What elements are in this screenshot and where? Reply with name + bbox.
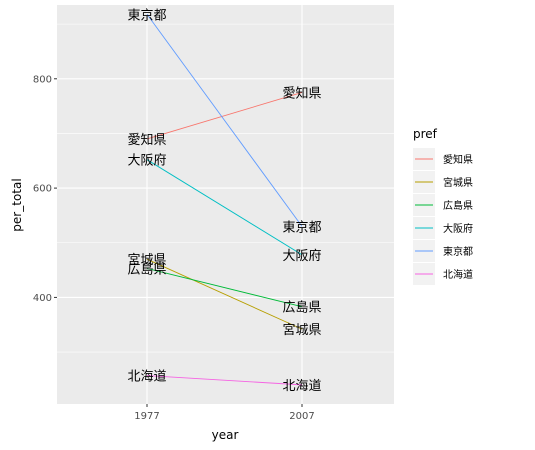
legend-key [413,240,435,262]
legend-title: pref [413,127,438,141]
point-label: 東京都 [127,7,166,23]
legend-label: 広島県 [443,199,473,212]
legend-label: 宮城県 [443,176,473,189]
legend-label: 北海道 [443,268,473,281]
x-axis: 1977 2007 [134,404,315,422]
legend-label: 大阪府 [443,222,473,235]
plot-panel [57,5,394,404]
legend-key [413,148,435,170]
series-line [146,159,303,256]
legend-label: 東京都 [443,245,473,258]
legend-key [413,263,435,285]
series-line [146,258,303,330]
y-axis-title: per_total [10,178,24,231]
point-label: 宮城県 [127,252,166,268]
point-label: 北海道 [127,370,166,385]
series-lines [146,14,303,386]
grid-minor [57,23,394,353]
legend-key [413,217,435,239]
x-tick-label: 2007 [289,411,314,422]
grid-major [57,5,394,404]
y-axis: 400 600 800 [33,74,57,304]
y-tick-label: 600 [33,184,52,195]
series-line [146,268,303,308]
point-label: 東京都 [282,219,321,235]
y-tick-label: 800 [33,74,52,85]
point-label: 愛知県 [282,85,321,101]
point-label: 宮城県 [282,322,321,338]
series-line [146,14,303,227]
legend-key [413,194,435,216]
point-label: 北海道 [282,379,321,394]
legend-label: 愛知県 [443,153,473,166]
point-label: 広島県 [127,262,166,277]
x-tick-label: 1977 [134,411,159,422]
point-label: 愛知県 [127,132,166,148]
point-label: 大阪府 [282,249,321,264]
legend-key [413,171,435,193]
point-label: 大阪府 [127,154,166,169]
series-line [146,375,303,386]
point-label: 広島県 [282,301,321,316]
x-axis-title: year [212,428,239,442]
series-line [146,92,303,140]
y-tick-label: 400 [33,293,52,304]
